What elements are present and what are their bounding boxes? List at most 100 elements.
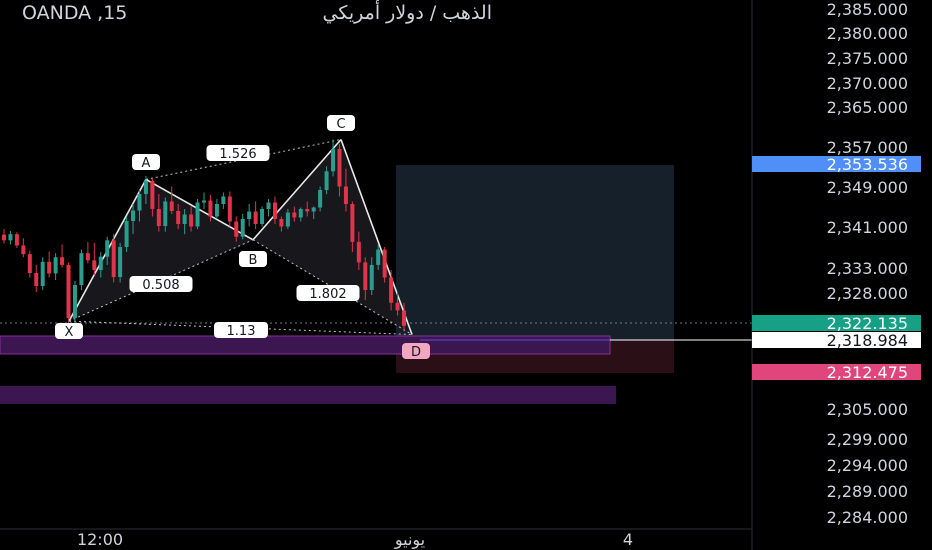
candle-body <box>105 240 110 257</box>
candles-layer <box>2 139 406 332</box>
candle-body <box>85 253 90 261</box>
candle-body <box>189 214 194 227</box>
ratio-label-2-text: 0.508 <box>142 278 179 293</box>
y-tick-label: 2,370.000 <box>827 74 908 93</box>
candle-body <box>176 211 181 224</box>
symbol-label: OANDA ,15 <box>22 2 128 24</box>
price-axis[interactable]: 2,385.000 2,380.000 2,375.000 2,370.000 2,36… <box>751 0 921 550</box>
candle-body <box>389 277 394 303</box>
candle-body <box>169 201 174 211</box>
y-tick-label: 2,357.000 <box>827 138 908 157</box>
candle-body <box>331 148 336 172</box>
candle-body <box>8 234 13 241</box>
ratio-label-2-bg <box>129 276 193 292</box>
candle-body <box>214 204 219 217</box>
symbol-title[interactable]: OANDA ,15 الذهب / دولار أمريكي <box>0 2 520 30</box>
candle-body <box>324 171 329 190</box>
candle-body <box>66 264 71 319</box>
candle-body <box>111 240 116 277</box>
point-label-a: A <box>132 154 160 171</box>
candle-body <box>47 261 52 274</box>
candle-body <box>272 202 277 219</box>
candle-body <box>318 190 323 208</box>
ratio-label-3: 1.802 <box>296 285 360 302</box>
point-label-x: X <box>55 323 83 340</box>
candle-body <box>118 246 123 277</box>
y-tick-label: 2,333.000 <box>827 259 908 278</box>
candle-body <box>247 211 252 219</box>
candle-body <box>376 249 381 265</box>
price-label-bg <box>752 332 921 348</box>
candle-body <box>27 254 32 273</box>
y-tick-label: 2,328.000 <box>827 284 908 303</box>
candle-body <box>285 212 290 227</box>
candle-body <box>227 196 232 222</box>
ratio-label-1: 1.526 <box>206 145 270 162</box>
y-tick-label: 2,385.000 <box>827 0 908 19</box>
price-label-bg <box>752 364 921 380</box>
candle-body <box>202 200 206 203</box>
instrument-name: الذهب / دولار أمريكي <box>322 2 492 24</box>
candle-body <box>395 302 400 311</box>
x-tick-label: 12:00 <box>77 530 123 549</box>
ratio-label-2: 0.508 <box>129 276 193 293</box>
candle-body <box>137 194 142 211</box>
y-tick-label: 2,294.000 <box>827 456 908 475</box>
y-tick-label: 2,349.000 <box>827 178 908 197</box>
zones-layer <box>0 165 752 404</box>
point-label-b-bg <box>239 251 267 267</box>
pattern-triangle-xab <box>69 179 253 322</box>
time-axis[interactable]: 12:00 يونيو 4 <box>0 528 752 550</box>
candle-body <box>292 212 297 218</box>
point-label-c-bg <box>327 115 355 131</box>
candle-body <box>266 202 271 209</box>
candle-body <box>2 234 6 241</box>
candle-body <box>221 196 226 204</box>
candle-body <box>234 221 239 237</box>
y-tick-label: 2,299.000 <box>827 430 908 449</box>
ratio-label-3-bg <box>296 285 360 301</box>
candle-body <box>253 211 258 224</box>
y-tick-label: 2,365.000 <box>827 98 908 117</box>
point-label-a-bg <box>132 154 160 170</box>
candle-body <box>350 204 355 242</box>
x-tick-label: 4 <box>623 530 633 549</box>
candle-body <box>60 257 65 265</box>
candle-body <box>21 245 26 255</box>
price-label-green: 2,322.135 <box>827 314 908 333</box>
candle-body <box>98 256 103 270</box>
candle-body <box>298 209 303 218</box>
price-label-bg <box>752 156 921 172</box>
candle-body <box>363 262 368 290</box>
x-tick-label: يونيو <box>394 530 425 550</box>
target-zone <box>396 165 674 340</box>
candle-body <box>124 221 129 247</box>
ratio-label-1-bg <box>206 145 270 161</box>
point-label-d-bg <box>402 343 430 359</box>
candle-body <box>279 219 284 227</box>
price-label-pink: 2,312.475 <box>827 363 908 382</box>
candle-body <box>163 201 168 226</box>
ratio-label-1-text: 1.526 <box>219 147 256 162</box>
y-tick-label: 2,305.000 <box>827 400 908 419</box>
ratio-label-3-text: 1.802 <box>309 287 346 302</box>
candle-body <box>305 209 310 212</box>
point-label-c: C <box>327 115 355 132</box>
ratio-label-4-text: 1.13 <box>227 324 256 339</box>
candle-body <box>92 260 97 270</box>
candle-body <box>143 180 148 194</box>
point-label-d-text: D <box>411 345 421 360</box>
supply-band-upper <box>0 335 611 355</box>
price-label-white: 2,318.984 <box>827 331 908 350</box>
candle-body <box>382 249 387 278</box>
price-label-bg <box>752 315 921 331</box>
candle-body <box>402 310 406 326</box>
y-tick-label: 2,380.000 <box>827 24 908 43</box>
ratio-label-4: 1.13 <box>214 322 268 339</box>
point-label-a-text: A <box>142 156 151 171</box>
candle-body <box>356 241 361 263</box>
candle-body <box>40 261 45 286</box>
pattern-labels-layer: X A B C D 1.526 0.508 1.802 1.13 <box>55 115 430 360</box>
candle-body <box>34 273 39 286</box>
